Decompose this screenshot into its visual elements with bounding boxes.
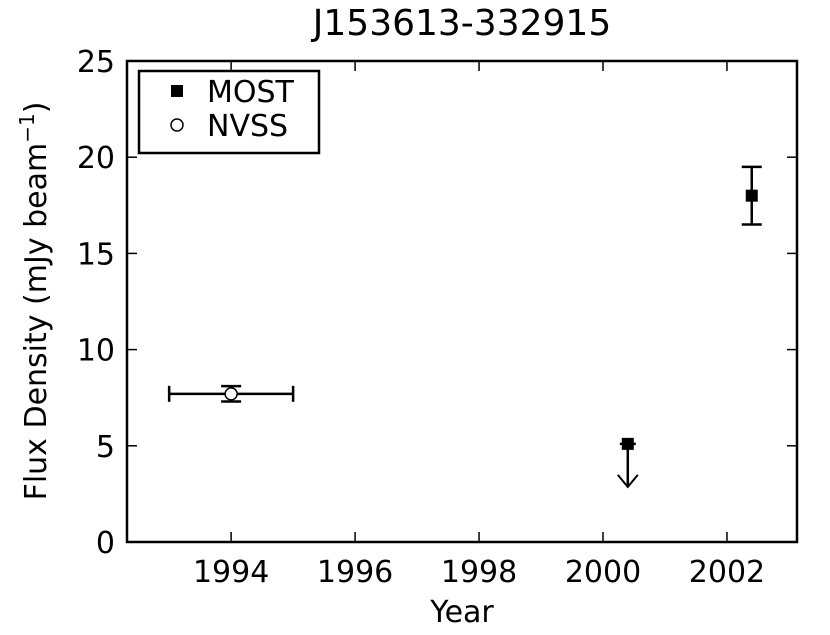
plot-frame — [125, 59, 799, 544]
upper-limit-arrowhead — [617, 474, 639, 489]
legend-label: NVSS — [207, 109, 288, 144]
marker — [621, 437, 634, 450]
y-axis-label: Flux Density (mJy beam−1) — [15, 102, 54, 501]
x-tick-label: 1996 — [317, 555, 393, 590]
y-tick-label: 20 — [77, 141, 115, 176]
y-tick-label: 5 — [96, 430, 115, 465]
legend-box — [137, 69, 321, 155]
y-label-superscript: −1 — [15, 113, 39, 142]
y-tick-label: 10 — [77, 334, 115, 369]
y-label-text: Flux Density (mJy beam — [19, 143, 54, 501]
legend-marker — [171, 85, 183, 97]
legend-label: MOST — [207, 75, 295, 110]
x-tick-label: 1994 — [193, 555, 269, 590]
y-tick-label: 0 — [96, 526, 115, 561]
x-tick-label: 1998 — [441, 555, 517, 590]
chart-title: J153613-332915 — [311, 3, 611, 44]
marker — [224, 387, 238, 401]
marker — [745, 189, 758, 202]
y-tick-label: 15 — [77, 237, 115, 272]
x-tick-label: 2000 — [565, 555, 641, 590]
x-tick-label: 2002 — [689, 555, 765, 590]
y-label-close: ) — [19, 102, 54, 114]
x-axis-label: Year — [429, 595, 494, 630]
y-tick-label: 25 — [77, 45, 115, 80]
legend-marker — [170, 118, 184, 132]
